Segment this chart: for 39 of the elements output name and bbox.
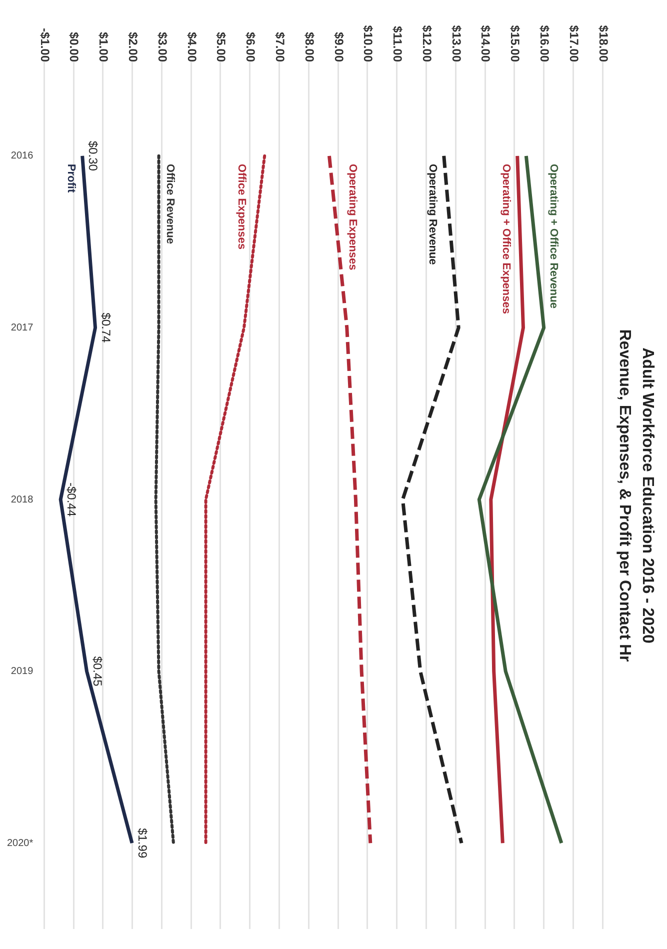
y-tick-label: 2018 — [10, 494, 34, 506]
y-tick-label: 2020* — [6, 838, 34, 849]
x-tick-label: $16.00 — [538, 25, 552, 62]
x-tick-label: -$1.00 — [38, 28, 52, 62]
x-tick-label: $8.00 — [302, 32, 316, 62]
x-tick-label: $5.00 — [214, 32, 228, 62]
x-tick-label: $17.00 — [566, 25, 581, 62]
x-tick-label: $4.00 — [184, 32, 199, 62]
x-tick-label: $18.00 — [596, 25, 610, 62]
x-tick-label: $0.00 — [67, 32, 82, 62]
x-tick-label: $7.00 — [272, 32, 287, 62]
x-tick-label: $14.00 — [478, 25, 493, 62]
text: Revenue, Expenses, & Profit per Contact Hr — [616, 329, 633, 662]
y-tick-label: 2019 — [10, 666, 34, 678]
text: Adult Workforce Education 2016 - 2020 — [638, 348, 656, 644]
x-tick-label: $11.00 — [390, 26, 405, 62]
x-tick-label: $9.00 — [332, 32, 346, 62]
data-label: $0.74 — [98, 312, 113, 344]
data-label: $0.30 — [86, 140, 100, 172]
y-tick-label: 2017 — [10, 322, 34, 334]
x-tick-label: $2.00 — [126, 32, 140, 62]
x-tick-label: $3.00 — [155, 32, 170, 62]
text: Office Expenses — [236, 164, 248, 250]
text: Operating Expenses — [346, 164, 359, 270]
x-tick-label: $13.00 — [449, 25, 464, 62]
x-tick-label: $6.00 — [244, 32, 258, 62]
y-tick-label: 2016 — [10, 150, 34, 162]
text: Operating + Office Revenue — [548, 164, 560, 308]
x-tick-label: $1.00 — [96, 32, 111, 62]
data-label: $0.45 — [90, 656, 104, 687]
data-label: $1.99 — [136, 828, 150, 858]
text: Office Revenue — [164, 164, 176, 244]
x-tick-label: $10.00 — [361, 25, 376, 62]
x-tick-label: $12.00 — [420, 25, 434, 62]
x-tick-label: $15.00 — [508, 25, 522, 62]
text: Operating + Office Expenses — [500, 164, 512, 314]
text: Operating Revenue — [426, 164, 438, 265]
data-label: -$0.44 — [64, 482, 78, 517]
text: Profit — [64, 164, 77, 193]
